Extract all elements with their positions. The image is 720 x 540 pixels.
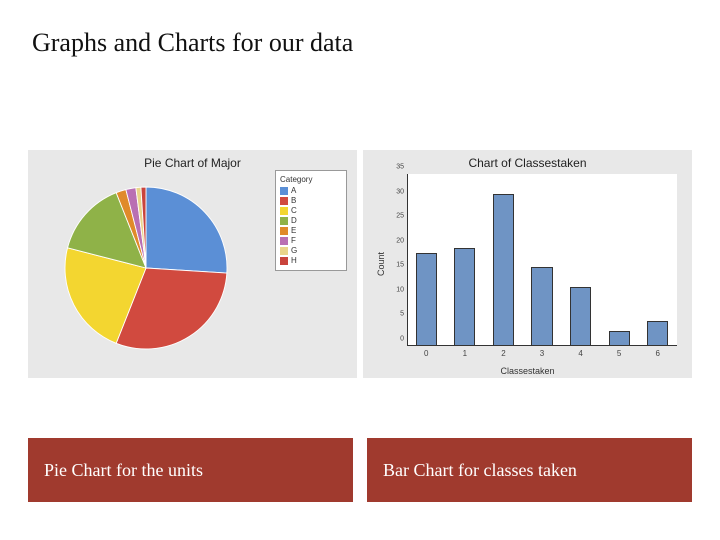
bar-y-tick: 25 [396,213,407,220]
bar-rect [416,253,437,346]
bar-y-tick: 0 [400,336,407,343]
bar-x-tick: 6 [655,346,659,358]
bar-x-tick: 5 [617,346,621,358]
pie-legend-item: H [280,256,342,266]
legend-swatch [280,207,288,215]
bar-rect [531,267,552,346]
legend-label: E [291,226,296,236]
bar-rect [570,287,591,346]
bar-chart-title: Chart of Classestaken [363,156,692,170]
legend-swatch [280,227,288,235]
bar-x-tick: 1 [463,346,467,358]
bar-y-tick: 35 [396,164,407,171]
bar-y-tick: 30 [396,188,407,195]
bar-x-tick: 0 [424,346,428,358]
charts-row: Pie Chart of Major Category ABCDEFGH Cha… [28,150,692,378]
pie-legend-item: G [280,246,342,256]
pie-slice [146,187,227,273]
legend-label: F [291,236,296,246]
bar-y-tick: 10 [396,286,407,293]
pie-chart-panel: Pie Chart of Major Category ABCDEFGH [28,150,357,378]
legend-label: A [291,186,296,196]
bar-y-tick: 20 [396,237,407,244]
bar-rect [493,194,514,346]
legend-swatch [280,257,288,265]
legend-label: D [291,216,297,226]
caption-left: Pie Chart for the units [28,438,353,502]
legend-swatch [280,237,288,245]
bar-x-tick: 3 [540,346,544,358]
legend-swatch [280,187,288,195]
bar-chart-xlabel: Classestaken [363,366,692,376]
pie-legend-item: D [280,216,342,226]
pie-legend-item: E [280,226,342,236]
bar-rect [454,248,475,346]
bar-chart-panel: Chart of Classestaken Count 051015202530… [363,150,692,378]
legend-swatch [280,247,288,255]
bar-chart-plot: 051015202530350123456 [407,174,677,346]
bar-chart-ylabel: Count [376,252,386,276]
pie-chart-legend: Category ABCDEFGH [275,170,347,271]
bar-axis-y [407,174,408,346]
bar-y-tick: 15 [396,262,407,269]
legend-swatch [280,217,288,225]
legend-label: G [291,246,297,256]
pie-legend-item: C [280,206,342,216]
pie-chart-svg [56,178,236,358]
bar-rect [609,331,630,346]
legend-label: H [291,256,297,266]
legend-label: C [291,206,297,216]
legend-swatch [280,197,288,205]
pie-legend-item: B [280,196,342,206]
bar-x-tick: 2 [501,346,505,358]
bar-x-tick: 4 [578,346,582,358]
legend-label: B [291,196,296,206]
pie-legend-item: A [280,186,342,196]
bar-y-tick: 5 [400,311,407,318]
page-title: Graphs and Charts for our data [32,28,353,58]
bar-rect [647,321,668,346]
caption-row: Pie Chart for the units Bar Chart for cl… [28,438,692,502]
pie-legend-title: Category [280,175,342,184]
pie-legend-item: F [280,236,342,246]
pie-chart-title: Pie Chart of Major [28,156,357,170]
caption-right: Bar Chart for classes taken [367,438,692,502]
